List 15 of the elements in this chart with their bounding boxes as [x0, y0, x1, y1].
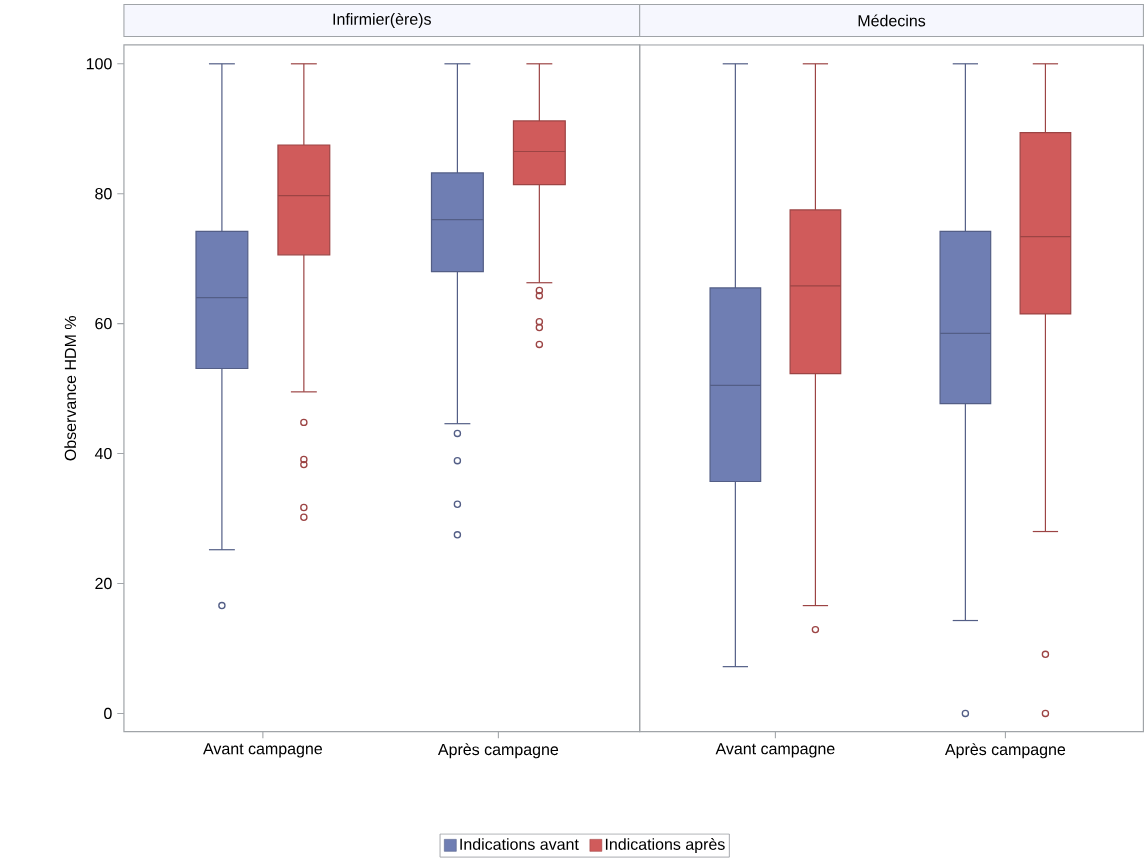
y-tick-label: 20 [95, 578, 112, 590]
y-tick-label: 80 [95, 188, 112, 200]
y-axis-title: Observance HDM % [64, 316, 77, 461]
x-tick-label: Après campagne [944, 743, 1066, 759]
y-tick-label: 40 [94, 448, 112, 460]
legend-label: Indications après [605, 838, 725, 854]
chart-title: Infirmier(ère)s [333, 13, 431, 29]
x-tick-label: Après campagne [437, 743, 559, 759]
y-tick-label: 60 [95, 318, 112, 330]
x-tick-label: Avant campagne [715, 743, 835, 758]
chart-title: Médecins [858, 14, 926, 27]
y-tick-label: 0 [104, 707, 112, 720]
legend-label: Indications avant [460, 838, 579, 851]
y-tick-label: 100 [86, 58, 112, 70]
x-tick-label: Avant campagne [203, 743, 322, 758]
